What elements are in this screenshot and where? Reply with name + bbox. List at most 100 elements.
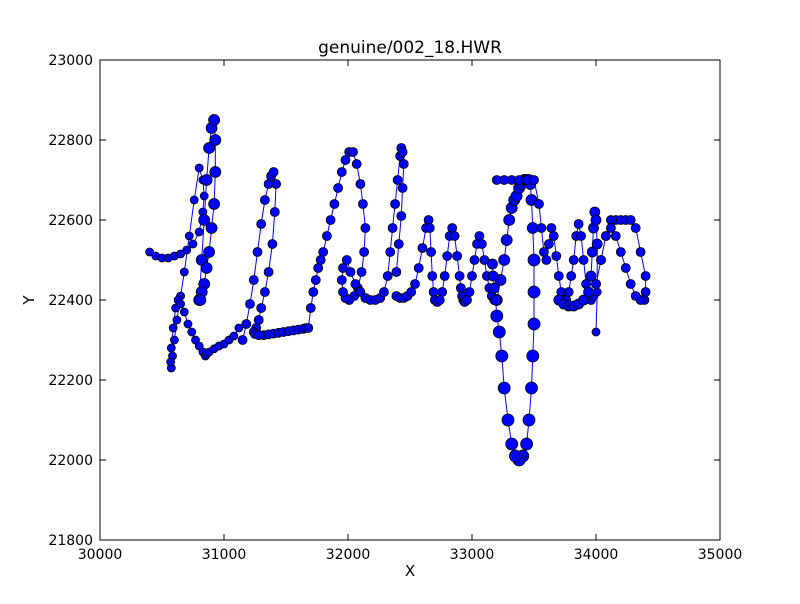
data-point bbox=[625, 279, 636, 289]
chart-title: genuine/002_18.HWR bbox=[318, 38, 502, 58]
data-point bbox=[505, 437, 519, 451]
data-point bbox=[176, 249, 186, 259]
data-point bbox=[563, 287, 574, 297]
data-point bbox=[630, 291, 641, 301]
data-point bbox=[203, 142, 216, 154]
data-point bbox=[469, 255, 480, 265]
data-point bbox=[447, 223, 458, 233]
data-point bbox=[200, 174, 213, 186]
data-point bbox=[169, 335, 179, 345]
data-point bbox=[166, 343, 176, 353]
x-axis: 30000 31000 32000 33000 34000 35000 bbox=[78, 60, 742, 563]
data-point bbox=[194, 163, 204, 173]
x-tick-label: 33000 bbox=[450, 547, 495, 563]
x-tick-label: 30000 bbox=[78, 547, 123, 563]
data-point bbox=[583, 286, 594, 298]
data-point bbox=[490, 309, 504, 323]
data-point bbox=[503, 214, 516, 226]
data-point bbox=[338, 263, 348, 273]
data-point bbox=[520, 437, 533, 451]
data-point bbox=[341, 255, 352, 265]
y-tick-label: 22000 bbox=[48, 453, 93, 469]
data-point bbox=[248, 275, 259, 285]
y-tick-label: 21800 bbox=[48, 533, 93, 549]
data-point bbox=[578, 294, 589, 306]
x-axis-label: X bbox=[405, 562, 415, 580]
data-point bbox=[526, 349, 540, 363]
data-point bbox=[390, 199, 401, 209]
data-point bbox=[590, 214, 602, 226]
data-point bbox=[340, 155, 351, 165]
data-point bbox=[209, 166, 222, 178]
data-point bbox=[568, 255, 579, 265]
data-point bbox=[205, 222, 218, 234]
data-point bbox=[620, 263, 631, 273]
data-point bbox=[501, 413, 515, 427]
data-point bbox=[267, 239, 278, 249]
data-point bbox=[245, 299, 255, 309]
data-point bbox=[351, 159, 362, 169]
data-point bbox=[338, 287, 348, 297]
data-point bbox=[592, 287, 602, 297]
data-point bbox=[179, 267, 189, 277]
data-point bbox=[393, 239, 404, 249]
data-point bbox=[166, 357, 176, 367]
data-point bbox=[536, 223, 547, 233]
data-point bbox=[573, 219, 584, 229]
data-point bbox=[252, 247, 263, 257]
data-point bbox=[194, 294, 207, 306]
data-point bbox=[321, 231, 332, 241]
data-point bbox=[439, 271, 450, 281]
data-point bbox=[442, 251, 453, 261]
data-point bbox=[449, 231, 460, 241]
x-tick-label: 31000 bbox=[202, 547, 247, 563]
data-point bbox=[553, 271, 564, 281]
data-point bbox=[168, 323, 178, 333]
data-point bbox=[610, 231, 621, 241]
data-point bbox=[234, 323, 244, 333]
data-point bbox=[541, 255, 552, 265]
data-point bbox=[437, 287, 448, 297]
data-point bbox=[385, 247, 396, 257]
data-point bbox=[256, 219, 267, 229]
data-point bbox=[548, 231, 559, 241]
data-point bbox=[476, 239, 487, 249]
data-point bbox=[325, 215, 336, 225]
data-point bbox=[423, 215, 434, 225]
data-point bbox=[345, 267, 356, 277]
data-point bbox=[397, 183, 408, 193]
data-point bbox=[187, 327, 197, 337]
data-point bbox=[464, 287, 475, 297]
data-point bbox=[525, 381, 538, 395]
data-point bbox=[336, 275, 347, 285]
series-line bbox=[198, 119, 216, 301]
data-point bbox=[145, 247, 155, 257]
data-point bbox=[551, 251, 562, 261]
y-axis: 21800 22000 22200 22400 22600 22800 23000 bbox=[48, 53, 720, 549]
data-point bbox=[182, 245, 192, 255]
data-point bbox=[492, 325, 506, 339]
data-point bbox=[241, 319, 252, 329]
data-point bbox=[452, 251, 463, 261]
data-point bbox=[625, 215, 636, 225]
data-point bbox=[359, 247, 370, 257]
data-point bbox=[455, 283, 466, 293]
data-point bbox=[398, 159, 409, 169]
plot-frame bbox=[99, 59, 721, 541]
data-point bbox=[413, 263, 424, 273]
data-point bbox=[426, 247, 437, 257]
y-tick-label: 22600 bbox=[48, 213, 93, 229]
data-point bbox=[308, 287, 319, 297]
data-point bbox=[256, 303, 267, 313]
data-point bbox=[578, 255, 589, 265]
data-point bbox=[391, 267, 402, 277]
data-point bbox=[527, 317, 541, 331]
data-point bbox=[635, 247, 646, 257]
data-point bbox=[509, 449, 522, 463]
data-point bbox=[576, 231, 586, 241]
series-7 bbox=[553, 206, 603, 337]
data-point bbox=[488, 282, 500, 294]
data-point bbox=[310, 275, 321, 285]
data-point bbox=[529, 175, 539, 185]
